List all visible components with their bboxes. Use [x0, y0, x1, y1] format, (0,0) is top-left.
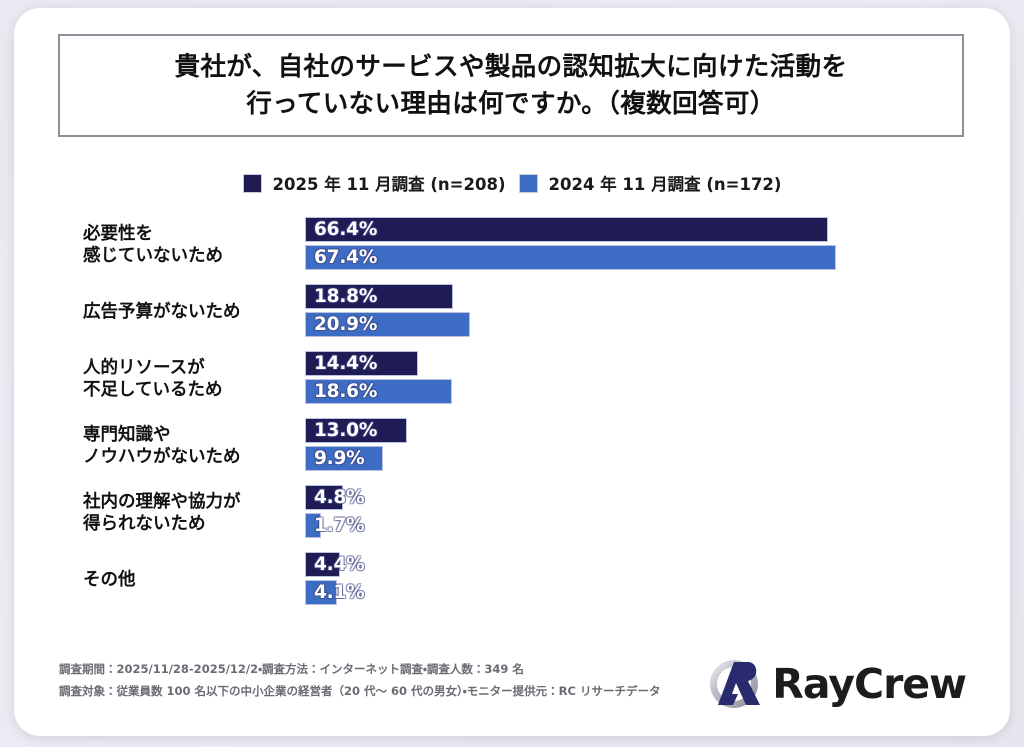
bar-value-label: 4.8% [314, 487, 365, 508]
bar-chart: 必要性を 感じていないため 66.4% 67.4% 広告予算がないため 18.8% 20.… [14, 214, 1010, 634]
footer-line-1: 調査期間：2025/11/28-2025/12/2・調査方法：インターネット調査… [59, 662, 524, 677]
page-title-line-2: 行っていない理由は何ですか。（複数回答可） [246, 88, 776, 119]
bar-item: 20.9% [305, 312, 470, 337]
bar-value-label: 4.1% [314, 582, 365, 603]
bar [305, 284, 454, 309]
bar-value-label: 18.6% [314, 381, 378, 402]
bar-item: 1.7% [305, 513, 365, 538]
page-title-line-1: 貴社が、自社のサービスや製品の認知拡大に向けた活動を [174, 52, 848, 83]
bar [305, 485, 343, 510]
bar [305, 552, 340, 577]
bar-item: 13.0% [305, 418, 408, 443]
bar-value-label: 14.4% [314, 353, 378, 374]
footer-notes: 調査期間：2025/11/28-2025/12/2・調査方法：インターネット調査… [59, 659, 759, 702]
bar-value-label: 4.4% [314, 554, 365, 575]
legend-item-2025: 2025 年 11 月調査 (n=208) [242, 171, 506, 195]
bar-group: 14.4% 18.6% [305, 348, 1005, 410]
raycrew-logo: RayCrew [708, 658, 967, 710]
bar-value-label: 66.4% [314, 219, 378, 240]
bar-item: 18.8% [305, 284, 454, 309]
bar-item: 4.8% [305, 485, 365, 510]
bar [305, 418, 408, 443]
bar [305, 446, 383, 471]
bar [305, 580, 338, 605]
legend-item-2024: 2024 年 11 月調査 (n=172) [518, 171, 782, 195]
legend-swatch-2025 [242, 173, 262, 193]
bar-group: 18.8% 20.9% [305, 281, 1005, 343]
bar-value-label: 1.7% [314, 515, 365, 536]
bar [305, 217, 829, 242]
bar-value-label: 13.0% [314, 420, 378, 441]
chart-row: 広告予算がないため 18.8% 20.9% [14, 281, 1010, 343]
bar-value-label: 18.8% [314, 286, 378, 307]
title-box: 貴社が、自社のサービスや製品の認知拡大に向けた活動を 行っていない理由は何ですか… [58, 34, 964, 137]
chart-row: 社内の理解や協力が 得られないため 4.8% 1.7% [14, 482, 1010, 544]
bar-group: 13.0% 9.9% [305, 415, 1005, 477]
bar [305, 351, 419, 376]
slide-card: 貴社が、自社のサービスや製品の認知拡大に向けた活動を 行っていない理由は何ですか… [14, 8, 1010, 736]
category-label: 必要性を 感じていないため [83, 223, 223, 266]
bar-group: 4.4% 4.1% [305, 549, 1005, 611]
category-label: 人的リソースが 不足しているため [83, 357, 223, 400]
bar-item: 14.4% [305, 351, 419, 376]
bar-value-label: 20.9% [314, 314, 378, 335]
footer-line-2: 調査対象：従業員数 100 名以下の中小企業の経営者（20 代〜 60 代の男女… [59, 683, 661, 698]
raycrew-logo-mark [710, 660, 761, 708]
bar [305, 312, 470, 337]
raycrew-logo-text: RayCrew [772, 659, 967, 708]
legend-swatch-2024 [518, 173, 538, 193]
bar-group: 66.4% 67.4% [305, 214, 1005, 276]
bar-item: 67.4% [305, 245, 837, 270]
bar-item: 66.4% [305, 217, 829, 242]
bar [305, 379, 452, 404]
chart-row: 人的リソースが 不足しているため 14.4% 18.6% [14, 348, 1010, 410]
bar-value-label: 9.9% [314, 448, 365, 469]
legend-label-2025: 2025 年 11 月調査 (n=208) [272, 175, 506, 194]
category-label: 専門知識や ノウハウがないため [83, 424, 241, 467]
category-label: その他 [83, 569, 136, 590]
bar-item: 18.6% [305, 379, 452, 404]
bar-item: 4.4% [305, 552, 365, 577]
bar-item: 9.9% [305, 446, 383, 471]
bar [305, 245, 837, 270]
chart-row: 専門知識や ノウハウがないため 13.0% 9.9% [14, 415, 1010, 477]
bar-item: 4.1% [305, 580, 365, 605]
bar-value-label: 67.4% [314, 247, 378, 268]
category-label: 社内の理解や協力が 得られないため [83, 491, 241, 534]
bar-group: 4.8% 1.7% [305, 482, 1005, 544]
chart-row: その他 4.4% 4.1% [14, 549, 1010, 611]
category-label: 広告予算がないため [83, 301, 241, 322]
chart-row: 必要性を 感じていないため 66.4% 67.4% [14, 214, 1010, 276]
chart-legend: 2025 年 11 月調査 (n=208) 2024 年 11 月調査 (n=1… [14, 171, 1010, 195]
legend-label-2024: 2024 年 11 月調査 (n=172) [548, 175, 782, 194]
bar [305, 513, 321, 538]
